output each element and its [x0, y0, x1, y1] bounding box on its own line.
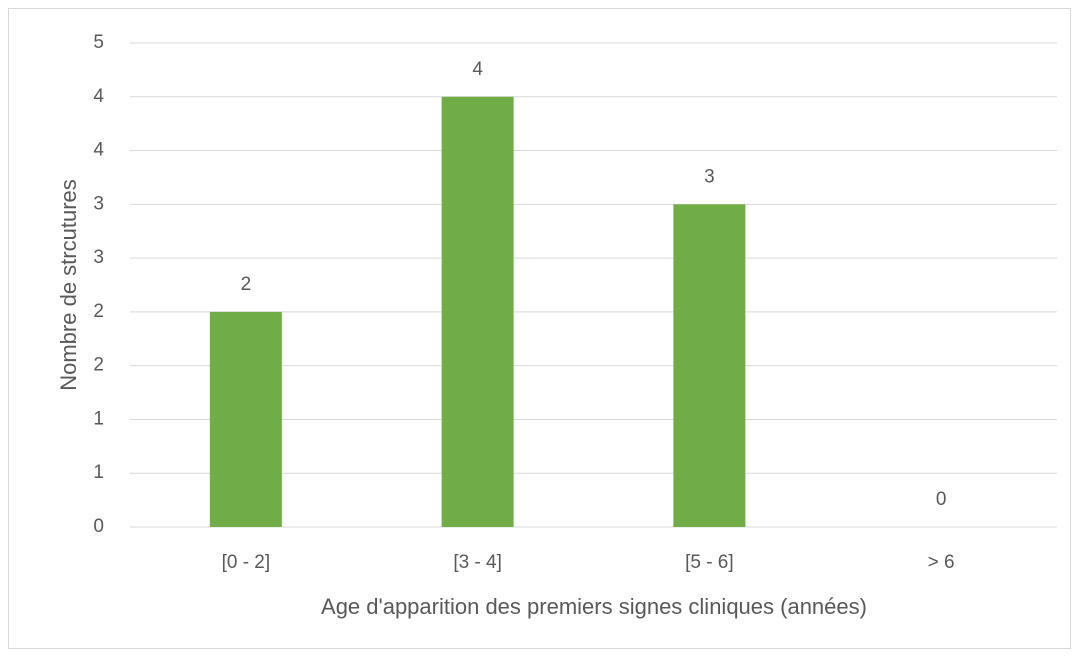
y-tick-label: 0	[93, 516, 104, 537]
data-label: 0	[936, 489, 947, 510]
x-tick-label: [5 - 6]	[685, 552, 734, 573]
data-label: 3	[704, 166, 715, 187]
bar	[209, 311, 282, 527]
y-tick-label: 4	[93, 86, 104, 107]
y-tick-label: 2	[93, 355, 104, 376]
data-label: 2	[241, 274, 252, 295]
y-tick-label: 4	[93, 140, 104, 161]
data-label: 4	[472, 59, 483, 80]
y-tick-label: 3	[93, 247, 104, 268]
bar	[673, 204, 746, 528]
y-tick-label: 2	[93, 301, 104, 322]
x-tick-label: > 6	[928, 552, 955, 573]
y-tick-label: 1	[93, 462, 104, 483]
bar	[441, 96, 514, 528]
chart-border	[8, 8, 1071, 649]
x-axis-title: Age d'apparition des premiers signes cli…	[321, 594, 867, 619]
y-axis-title: Nombre de strcutures	[56, 179, 81, 391]
x-tick-label: [0 - 2]	[222, 552, 271, 573]
y-tick-label: 1	[93, 408, 104, 429]
x-tick-label: [3 - 4]	[453, 552, 502, 573]
y-tick-label: 5	[93, 32, 104, 53]
y-tick-label: 3	[93, 193, 104, 214]
